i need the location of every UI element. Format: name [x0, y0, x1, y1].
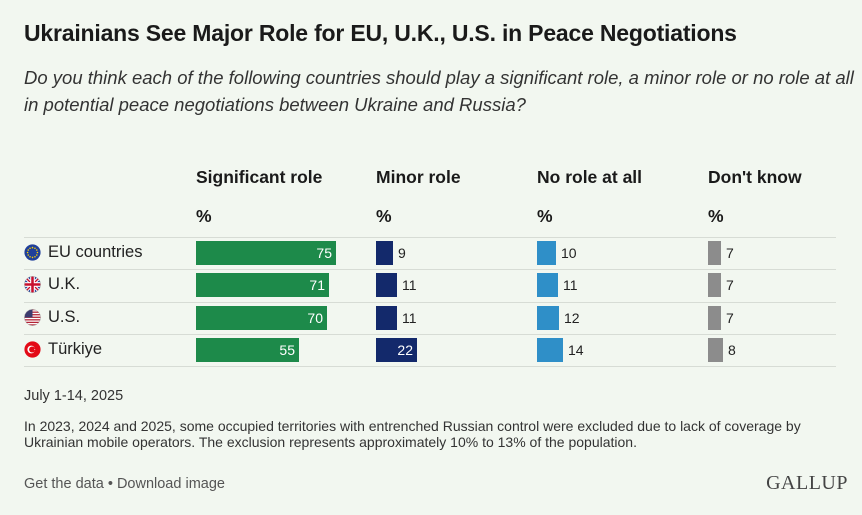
column-unit: % — [196, 206, 212, 226]
eu-flag-icon — [24, 244, 41, 261]
bar — [376, 338, 417, 362]
footer-links: Get the data • Download image — [24, 476, 225, 492]
column-header: Don't know — [708, 167, 802, 187]
column-unit: % — [376, 206, 392, 226]
data-label: 12 — [564, 310, 580, 326]
data-label: 9 — [398, 245, 406, 261]
row-label: Türkiye — [48, 340, 103, 358]
row-divider — [24, 366, 836, 367]
bar — [376, 273, 397, 297]
column-header: Significant role — [196, 167, 323, 187]
chart-subtitle: Do you think each of the following count… — [24, 67, 854, 115]
column-header: Minor role — [376, 167, 461, 187]
row-divider — [24, 269, 836, 270]
bar — [537, 338, 563, 362]
row-label: U.K. — [48, 275, 81, 293]
bar — [196, 273, 329, 297]
bar — [708, 338, 723, 362]
bar — [708, 241, 721, 265]
data-label: 7 — [726, 310, 734, 326]
chart-title: Ukrainians See Major Role for EU, U.K., … — [24, 20, 737, 46]
bar — [196, 338, 299, 362]
get-data-link[interactable]: Get the data — [24, 476, 104, 492]
data-label: 10 — [561, 245, 577, 261]
row-label: U.S. — [48, 308, 81, 326]
turkey-flag-icon — [24, 341, 41, 358]
bar — [376, 306, 397, 330]
bar — [196, 306, 327, 330]
data-label: 11 — [402, 277, 417, 293]
data-label: 7 — [726, 245, 734, 261]
data-label: 14 — [568, 342, 584, 358]
column-header: No role at all — [537, 167, 643, 187]
survey-date: July 1-14, 2025 — [24, 388, 124, 404]
uk-flag-icon — [24, 276, 41, 293]
methodology-note: In 2023, 2024 and 2025, some occupied te… — [24, 418, 801, 450]
bar — [376, 241, 393, 265]
data-label: 75 — [316, 245, 332, 261]
bar — [537, 241, 556, 265]
download-image-link[interactable]: Download image — [116, 476, 225, 492]
us-flag-icon — [24, 309, 41, 326]
data-label: 7 — [726, 277, 734, 293]
data-label: 22 — [397, 342, 413, 358]
data-label: 55 — [279, 342, 295, 358]
row-divider — [24, 334, 836, 335]
bar — [708, 306, 721, 330]
bar — [708, 273, 721, 297]
bar — [196, 241, 336, 265]
data-label: 71 — [309, 277, 325, 293]
row-divider — [24, 302, 836, 303]
row-label: EU countries — [48, 243, 143, 261]
bar — [537, 306, 559, 330]
footer-separator: • — [103, 476, 117, 492]
data-label: 8 — [728, 342, 736, 358]
data-label: 11 — [402, 310, 417, 326]
column-unit: % — [708, 206, 724, 226]
data-label: 11 — [563, 277, 578, 293]
row-divider — [24, 237, 836, 238]
gallup-logo: GALLUP — [766, 472, 848, 494]
bar — [537, 273, 558, 297]
column-unit: % — [537, 206, 553, 226]
data-label: 70 — [307, 310, 323, 326]
